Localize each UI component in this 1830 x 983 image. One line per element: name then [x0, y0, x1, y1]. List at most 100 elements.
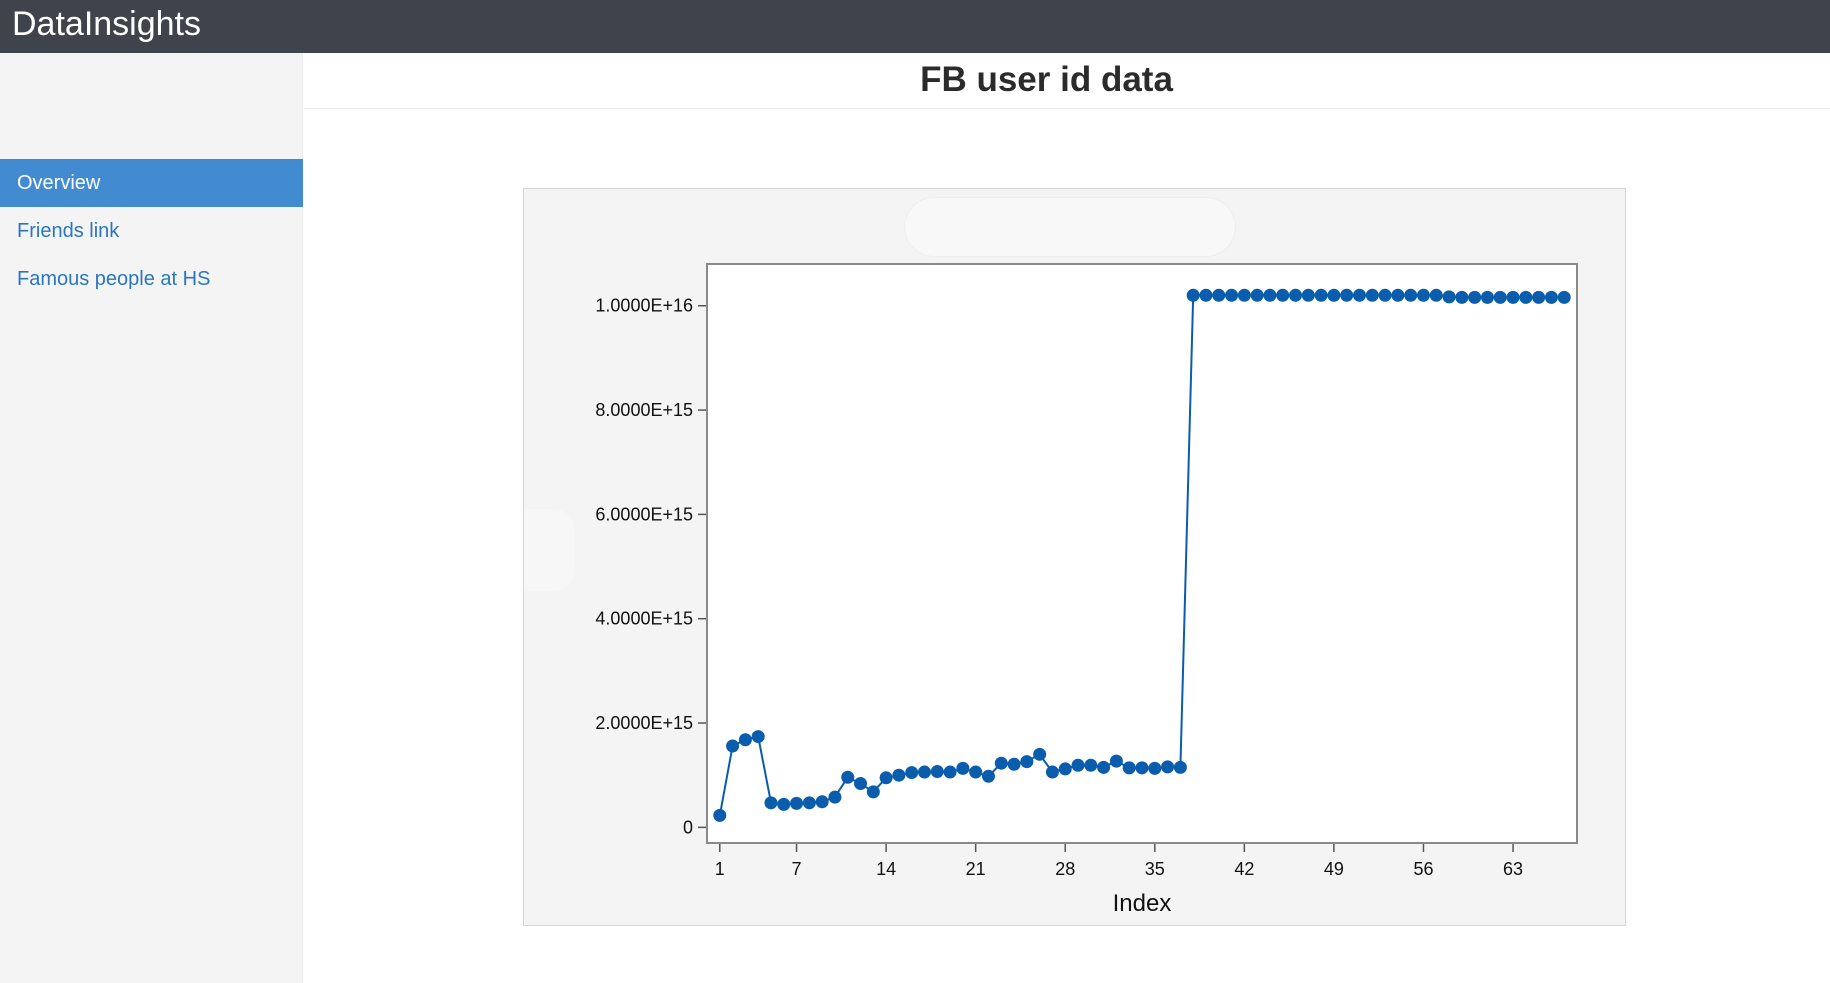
data-point[interactable]	[1327, 288, 1341, 302]
data-point[interactable]	[1340, 288, 1354, 302]
data-point[interactable]	[1301, 288, 1315, 302]
data-point[interactable]	[1148, 761, 1162, 775]
sidebar-item-overview[interactable]: Overview	[0, 159, 303, 207]
data-point[interactable]	[1084, 758, 1098, 772]
sidebar-item-friends-link[interactable]: Friends link	[17, 220, 120, 242]
data-point[interactable]	[1122, 761, 1136, 775]
x-tick-label: 7	[792, 859, 802, 879]
data-point[interactable]	[879, 771, 893, 785]
data-point[interactable]	[777, 797, 791, 811]
data-point[interactable]	[1135, 761, 1149, 775]
chart-panel: 0 2.0000E+15 4.0000E+15 6.0000E+15 8.0000E+1…	[523, 188, 1626, 926]
x-tick-label: 14	[876, 859, 896, 879]
x-tick-label: 21	[966, 859, 986, 879]
data-point[interactable]	[1161, 760, 1175, 774]
data-point[interactable]	[1186, 288, 1200, 302]
data-point[interactable]	[1480, 290, 1494, 304]
top-navbar: DataInsights	[0, 0, 1830, 53]
data-point[interactable]	[969, 765, 983, 779]
data-point[interactable]	[1212, 288, 1226, 302]
line-chart: 0 2.0000E+15 4.0000E+15 6.0000E+15 8.0000E+1…	[595, 263, 1578, 917]
plot-area	[706, 263, 1578, 844]
data-point[interactable]	[1199, 288, 1213, 302]
data-point[interactable]	[1250, 288, 1264, 302]
data-point[interactable]	[726, 739, 740, 753]
data-point[interactable]	[1404, 288, 1418, 302]
data-point[interactable]	[828, 790, 842, 804]
x-tick-label: 63	[1503, 859, 1523, 879]
data-point[interactable]	[1455, 290, 1469, 304]
data-point[interactable]	[1391, 288, 1405, 302]
data-point[interactable]	[1429, 288, 1443, 302]
sidebar: Overview Friends link Famous people at H…	[0, 53, 303, 983]
x-tick-label: 28	[1055, 859, 1075, 879]
data-point[interactable]	[1353, 288, 1366, 302]
data-point[interactable]	[854, 777, 868, 791]
data-point[interactable]	[1263, 288, 1277, 302]
data-point[interactable]	[1225, 288, 1239, 302]
y-tick-label: 2.0000E+15	[595, 713, 693, 733]
data-point[interactable]	[866, 785, 880, 799]
data-point[interactable]	[892, 768, 906, 782]
data-point[interactable]	[1289, 288, 1303, 302]
data-point[interactable]	[1237, 288, 1251, 302]
y-tick-label: 6.0000E+15	[595, 504, 693, 524]
data-point[interactable]	[1097, 760, 1111, 774]
data-point[interactable]	[1045, 765, 1059, 779]
x-tick-label: 35	[1145, 859, 1165, 879]
data-point[interactable]	[994, 756, 1008, 770]
data-point[interactable]	[764, 796, 778, 810]
x-tick-label: 42	[1234, 859, 1254, 879]
data-point[interactable]	[956, 761, 970, 775]
data-point[interactable]	[802, 796, 816, 810]
data-point[interactable]	[841, 770, 855, 784]
data-point[interactable]	[1173, 760, 1187, 774]
data-point[interactable]	[1109, 754, 1123, 768]
y-tick-label: 4.0000E+15	[595, 609, 693, 629]
chart-side-handle-ghost	[524, 509, 574, 591]
data-point[interactable]	[1071, 758, 1085, 772]
data-point[interactable]	[918, 765, 931, 779]
sidebar-item-famous-people[interactable]: Famous people at HS	[17, 268, 211, 290]
data-point[interactable]	[1557, 290, 1571, 304]
data-point[interactable]	[751, 730, 765, 744]
x-tick-label: 56	[1413, 859, 1433, 879]
data-point[interactable]	[1544, 290, 1558, 304]
data-point[interactable]	[1442, 290, 1456, 304]
x-tick-label: 49	[1324, 859, 1344, 879]
data-point[interactable]	[930, 765, 944, 779]
data-point[interactable]	[738, 733, 752, 747]
data-point[interactable]	[1506, 290, 1520, 304]
data-point[interactable]	[1532, 290, 1546, 304]
data-point[interactable]	[790, 796, 804, 810]
data-point[interactable]	[1365, 288, 1379, 302]
chart-toolbar-ghost	[904, 197, 1236, 257]
main-header: FB user id data	[304, 53, 1830, 109]
x-tick-label: 1	[715, 859, 725, 879]
x-axis-title: Index	[1113, 890, 1172, 917]
data-point[interactable]	[1378, 288, 1392, 302]
app-brand[interactable]: DataInsights	[12, 5, 201, 43]
data-point[interactable]	[1519, 290, 1533, 304]
page-title: FB user id data	[920, 60, 1173, 99]
data-point[interactable]	[1468, 290, 1482, 304]
data-point[interactable]	[1416, 288, 1430, 302]
data-point[interactable]	[713, 808, 727, 822]
data-point[interactable]	[1020, 755, 1034, 769]
data-point[interactable]	[815, 795, 829, 809]
data-point[interactable]	[981, 769, 995, 783]
y-tick-label: 0	[683, 817, 693, 837]
data-point[interactable]	[943, 765, 957, 779]
data-point[interactable]	[1033, 747, 1047, 761]
y-tick-label: 8.0000E+15	[595, 400, 693, 420]
x-axis: 1 7 14 21 28 35 42 49 56 63	[715, 844, 1523, 879]
data-point[interactable]	[1058, 762, 1072, 776]
data-point[interactable]	[1276, 288, 1290, 302]
data-point[interactable]	[1007, 757, 1021, 771]
data-point[interactable]	[905, 766, 919, 780]
sidebar-nav: Overview Friends link Famous people at H…	[0, 159, 303, 303]
series-group	[713, 288, 1571, 822]
data-point[interactable]	[1493, 290, 1507, 304]
y-axis: 0 2.0000E+15 4.0000E+15 6.0000E+15 8.0000E+1…	[595, 296, 706, 837]
data-point[interactable]	[1314, 288, 1328, 302]
